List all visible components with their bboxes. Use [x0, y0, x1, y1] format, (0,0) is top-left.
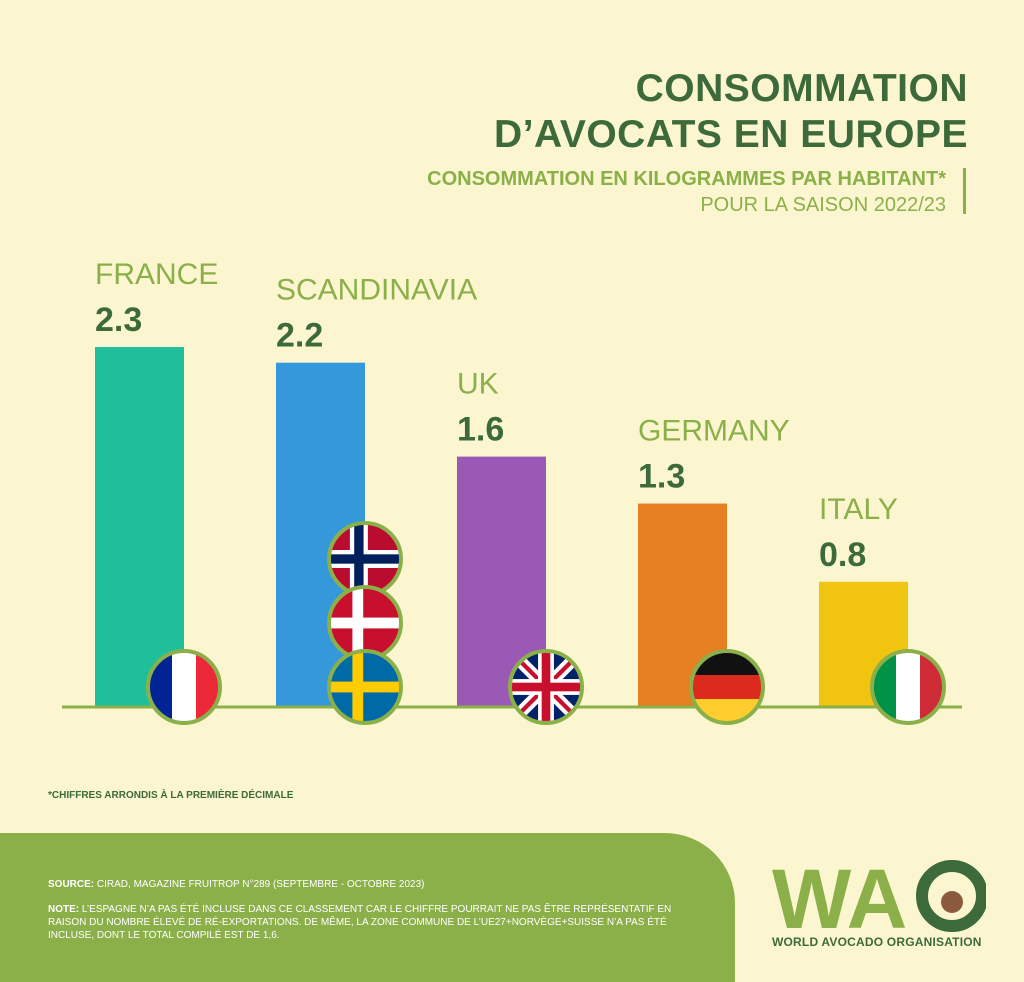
bar-france	[95, 347, 184, 707]
category-label: ITALY	[819, 493, 898, 526]
value-label: 2.3	[95, 301, 142, 339]
svg-text:WA: WA	[772, 856, 907, 946]
chart-subtitle: CONSOMMATION EN KILOGRAMMES PAR HABITANT…	[427, 168, 946, 216]
category-label: GERMANY	[638, 415, 790, 448]
value-label: 1.3	[638, 458, 685, 496]
page-title: CONSOMMATION D’AVOCATS EN EUROPE	[494, 67, 968, 156]
bar-chart: 2.3 FRANCE 2.2 SCANDINAVIA 1.6 UK 1.3 GERMANY 0.…	[62, 258, 962, 725]
wao-logo: WA	[772, 856, 986, 946]
avocado-o-icon	[916, 860, 986, 932]
category-label: FRANCE	[95, 258, 218, 291]
category-label: UK	[457, 368, 499, 401]
italy-flag-icon	[870, 649, 946, 725]
logo-name: WORLD AVOCADO ORGANISATION	[772, 935, 982, 949]
source-text: SOURCE: CIRAD, MAGAZINE FRUITROP N°289 (…	[48, 879, 425, 890]
norway-flag-icon	[327, 521, 403, 597]
note-text: NOTE: L’ESPAGNE N’A PAS ÉTÉ INCLUSE DANS…	[48, 904, 672, 941]
sweden-flag-icon	[327, 649, 403, 725]
germany-flag-icon	[689, 649, 765, 725]
value-label: 0.8	[819, 536, 866, 574]
denmark-flag-icon	[327, 585, 403, 661]
uk-flag-icon	[508, 649, 584, 725]
category-label: SCANDINAVIA	[276, 274, 477, 307]
value-label: 2.2	[276, 317, 323, 355]
france-flag-icon	[146, 649, 222, 725]
footnote: *CHIFFRES ARRONDIS À LA PREMIÈRE DÉCIMAL…	[48, 790, 294, 801]
value-label: 1.6	[457, 411, 504, 449]
footer-panel: SOURCE: CIRAD, MAGAZINE FRUITROP N°289 (…	[0, 833, 735, 982]
subtitle-divider	[963, 168, 966, 214]
